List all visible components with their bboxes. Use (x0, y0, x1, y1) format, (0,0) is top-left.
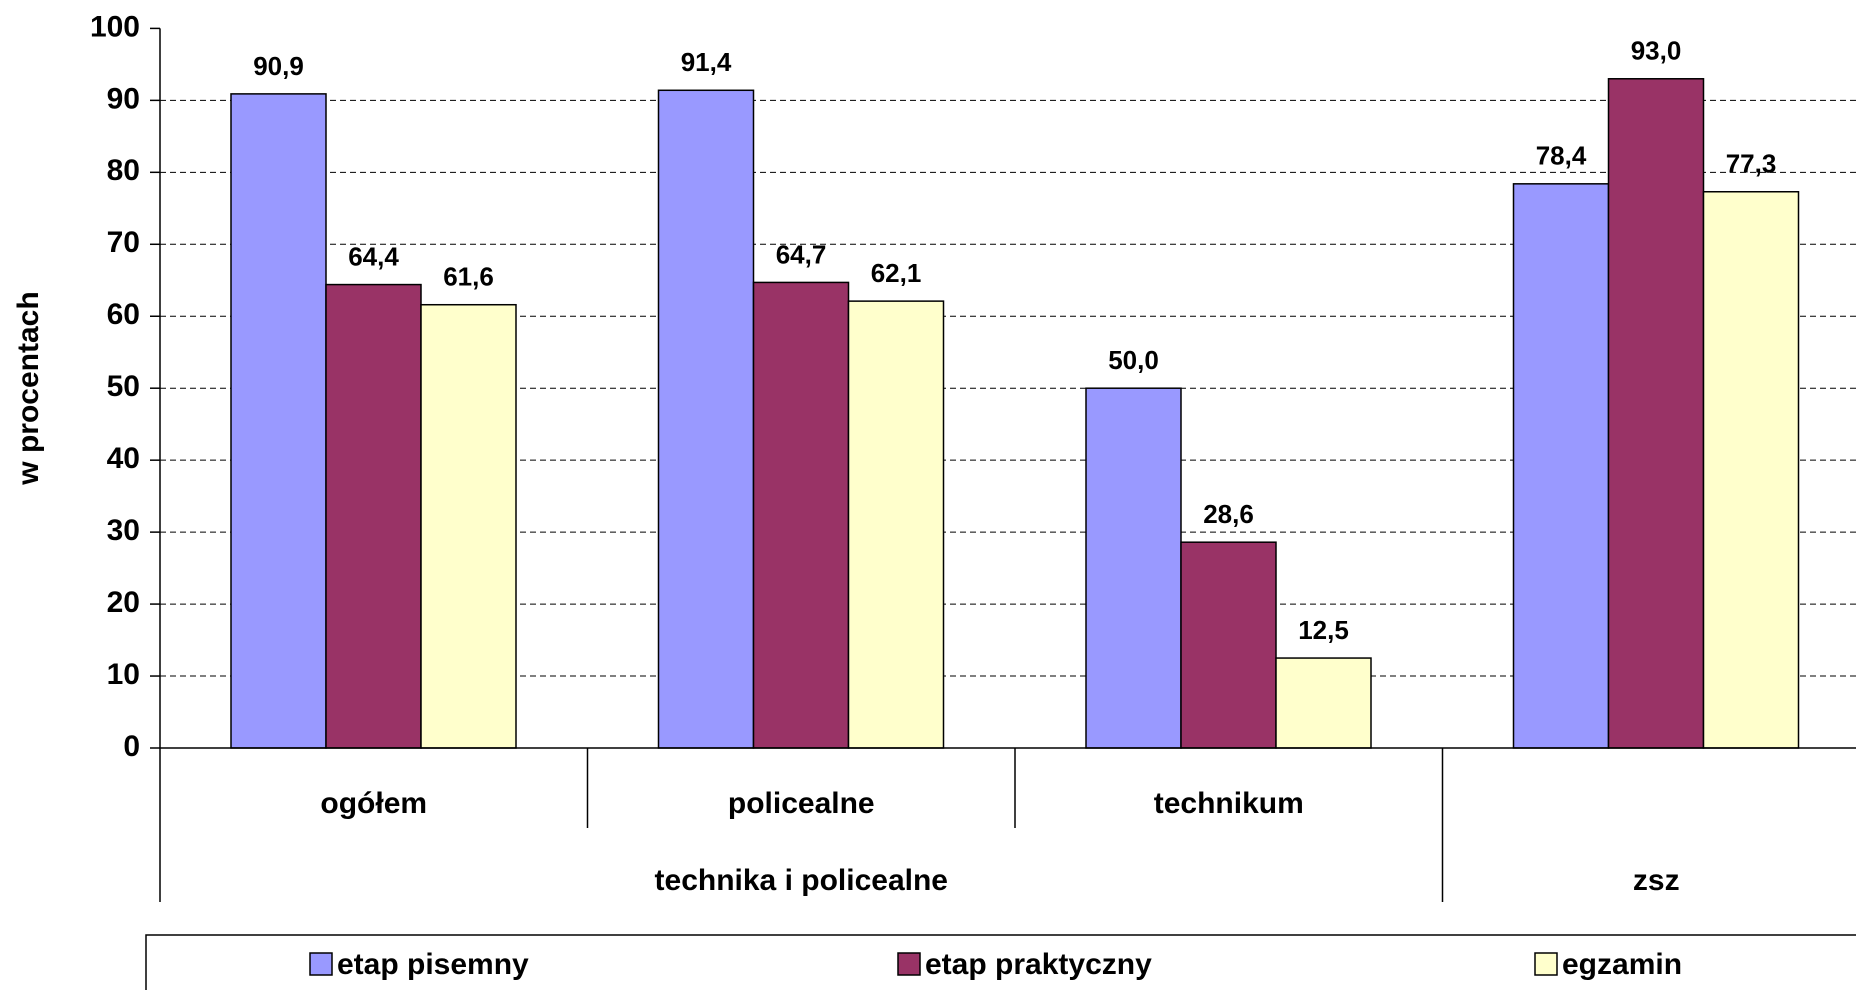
legend-swatch (897, 952, 921, 976)
value-label: 28,6 (1203, 499, 1254, 529)
y-tick-label: 60 (107, 298, 140, 331)
bar (420, 303, 517, 749)
group-label: technika i policealne (655, 864, 948, 897)
x-tick-label: policealne (728, 787, 875, 820)
bar (1702, 190, 1800, 749)
value-label: 78,4 (1536, 141, 1587, 171)
y-tick-label: 10 (107, 658, 140, 691)
x-tick-label: technikum (1154, 787, 1304, 820)
x-tick-label: ogółem (320, 787, 427, 820)
legend-swatch (309, 952, 333, 976)
bar (1275, 657, 1372, 749)
y-tick-label: 30 (107, 514, 140, 547)
bar (325, 283, 422, 749)
value-label: 62,1 (871, 258, 922, 288)
group-label: zsz (1633, 864, 1680, 897)
legend-swatch (1534, 952, 1558, 976)
y-tick-label: 40 (107, 442, 140, 475)
bar (1085, 387, 1182, 749)
bar (1180, 541, 1277, 749)
y-tick-label: 100 (90, 10, 140, 43)
bar (230, 93, 327, 749)
y-tick-label: 20 (107, 586, 140, 619)
legend-label: etap praktyczny (925, 948, 1152, 981)
bar (657, 89, 755, 749)
bar (847, 300, 945, 749)
y-axis-label: w procentach (12, 291, 45, 485)
legend-label: egzamin (1562, 948, 1682, 981)
y-tick-label: 50 (107, 370, 140, 403)
value-label: 77,3 (1726, 149, 1777, 179)
legend-label: etap pisemny (337, 948, 529, 981)
value-label: 90,9 (253, 51, 304, 81)
legend-box (145, 934, 1856, 990)
y-tick-label: 90 (107, 82, 140, 115)
value-label: 93,0 (1631, 36, 1682, 66)
y-tick-label: 70 (107, 226, 140, 259)
bar (1512, 183, 1610, 749)
value-label: 64,7 (776, 239, 827, 269)
bar (1607, 78, 1705, 749)
value-label: 91,4 (681, 47, 732, 77)
y-tick-label: 80 (107, 154, 140, 187)
y-tick-label: 0 (123, 730, 140, 763)
value-label: 64,4 (348, 241, 399, 271)
value-label: 61,6 (443, 262, 494, 292)
value-label: 12,5 (1298, 615, 1349, 645)
value-label: 50,0 (1108, 345, 1159, 375)
bar (752, 281, 850, 749)
